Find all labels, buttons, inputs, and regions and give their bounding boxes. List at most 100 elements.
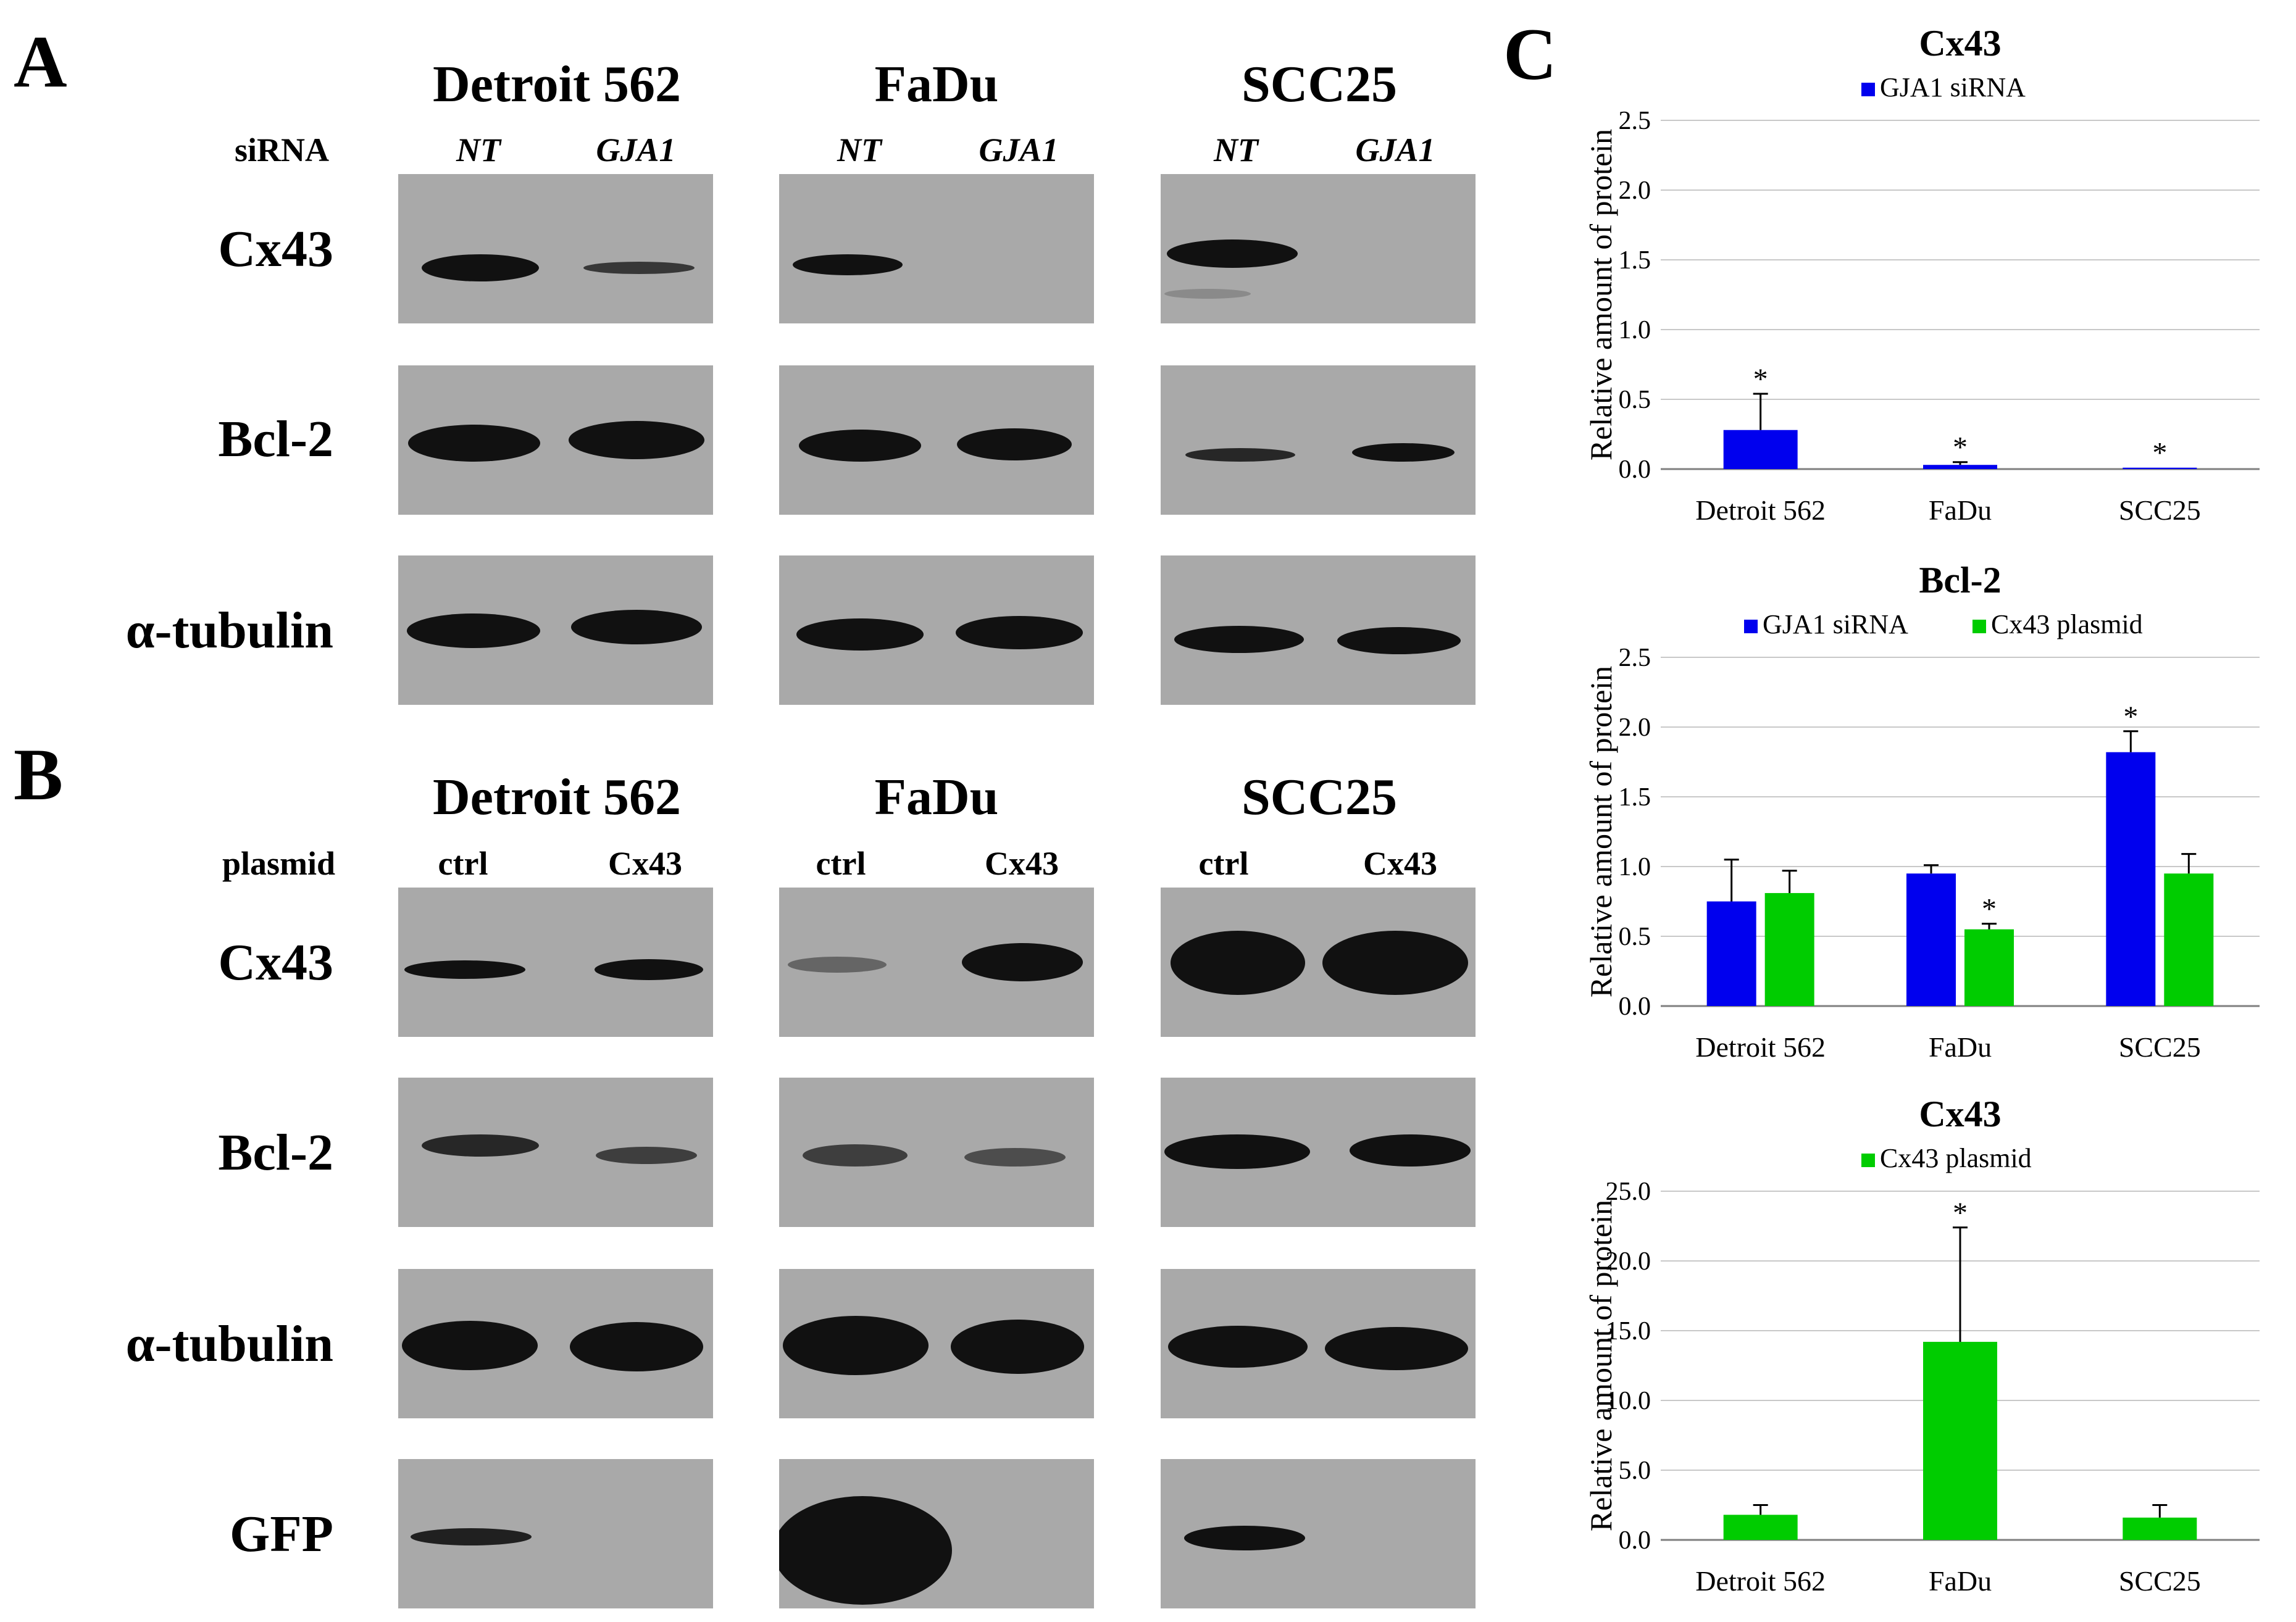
legend-label: Cx43 plasmid <box>1991 609 2143 639</box>
chart-svg: Cx43 Cx43 plasmid Relative amount of prote… <box>1584 1094 2260 1597</box>
western-blot <box>398 174 713 323</box>
x-tick-label: SCC25 <box>2119 1031 2201 1063</box>
lane-gja1: GJA1 <box>979 131 1059 168</box>
bar <box>1964 929 2014 1006</box>
protein-band <box>569 421 704 459</box>
western-blot <box>398 365 713 515</box>
western-blot <box>1161 1269 1476 1418</box>
y-tick-label: 1.5 <box>1619 783 1651 812</box>
x-tick-label: SCC25 <box>2119 494 2201 526</box>
protein-band <box>1168 1326 1308 1368</box>
y-tick-label: 2.5 <box>1619 107 1651 135</box>
row-head-plasmid: plasmid <box>222 845 336 882</box>
cell-title-scc25: SCC25 <box>1241 768 1398 826</box>
lane-ctrl: ctrl <box>1198 845 1249 882</box>
protein-band <box>404 960 525 979</box>
cell-title-fadu: FaDu <box>874 768 999 826</box>
western-blot <box>1161 365 1476 515</box>
significance-marker: * <box>2123 701 2138 733</box>
significance-marker: * <box>1753 363 1768 396</box>
western-blot <box>1161 174 1476 323</box>
lane-nt: NT <box>1214 131 1258 168</box>
legend-swatch <box>1744 620 1758 633</box>
y-tick-label: 25.0 <box>1606 1178 1651 1206</box>
bar <box>1723 430 1798 469</box>
protein-band <box>1184 1526 1305 1550</box>
row-head-sirna: siRNA <box>235 131 330 168</box>
western-blot <box>398 1078 713 1227</box>
chart-title: Cx43 <box>1919 23 2001 64</box>
protein-band <box>957 428 1072 460</box>
x-tick-label: Detroit 562 <box>1695 494 1826 526</box>
row-label-cx43: Cx43 <box>218 220 333 278</box>
western-blot <box>779 365 1094 515</box>
y-axis-label: Relative amount of protein <box>1584 666 1618 997</box>
western-blot <box>1161 555 1476 705</box>
protein-band <box>783 1316 929 1375</box>
panel-letter-a: A <box>14 20 67 102</box>
western-blot <box>1161 1078 1476 1227</box>
y-tick-label: 0.0 <box>1619 992 1651 1021</box>
lane-cx43: Cx43 <box>1363 845 1437 882</box>
bar <box>2164 873 2214 1006</box>
protein-band <box>1171 931 1305 995</box>
protein-band <box>793 254 903 275</box>
protein-band <box>570 1322 703 1371</box>
y-tick-label: 1.0 <box>1619 853 1651 881</box>
western-blot <box>779 555 1094 705</box>
protein-band <box>595 959 703 980</box>
protein-band <box>422 254 539 281</box>
y-tick-label: 0.5 <box>1619 386 1651 414</box>
western-blot <box>398 888 713 1037</box>
protein-band <box>779 1496 952 1605</box>
y-axis-label: Relative amount of protein <box>1584 1200 1618 1531</box>
western-blot <box>1161 1459 1476 1608</box>
western-blot <box>779 1269 1094 1418</box>
protein-band <box>1337 627 1461 654</box>
x-tick-label: FaDu <box>1929 1565 1992 1597</box>
protein-band <box>1164 289 1251 299</box>
western-blot <box>398 555 713 705</box>
lane-cx43: Cx43 <box>608 845 682 882</box>
protein-band <box>962 943 1083 981</box>
lane-cx43: Cx43 <box>985 845 1059 882</box>
lane-gja1: GJA1 <box>596 131 676 168</box>
protein-band <box>1185 448 1295 462</box>
chart-title: Bcl-2 <box>1919 560 2001 601</box>
y-tick-label: 0.5 <box>1619 923 1651 951</box>
legend-swatch <box>1861 83 1875 96</box>
row-label-gfp: GFP <box>230 1505 333 1563</box>
protein-band <box>964 1148 1066 1167</box>
protein-band <box>796 618 924 651</box>
legend-swatch <box>1972 620 1986 633</box>
protein-band <box>956 616 1083 649</box>
protein-band <box>1325 1327 1468 1370</box>
western-blot <box>1161 888 1476 1037</box>
y-tick-label: 0.0 <box>1619 1526 1651 1555</box>
y-tick-label: 20.0 <box>1606 1247 1651 1276</box>
y-tick-label: 0.0 <box>1619 455 1651 484</box>
protein-band <box>596 1147 697 1164</box>
x-tick-label: SCC25 <box>2119 1565 2201 1597</box>
cell-title-detroit: Detroit 562 <box>433 56 681 113</box>
bar <box>2123 467 2197 469</box>
protein-band <box>407 613 540 648</box>
protein-band <box>799 430 921 462</box>
row-label-tubulin: α-tubulin <box>125 602 333 659</box>
western-blot <box>779 888 1094 1037</box>
row-label-tubulin: α-tubulin <box>125 1315 333 1373</box>
legend-label: Cx43 plasmid <box>1880 1143 2032 1173</box>
bar <box>1923 1342 1997 1540</box>
cell-title-scc25: SCC25 <box>1241 56 1398 113</box>
panel-letter-c: C <box>1503 13 1557 95</box>
western-blot <box>779 1459 1094 1608</box>
bar <box>2106 752 2156 1006</box>
row-label-bcl2: Bcl-2 <box>218 410 333 468</box>
x-tick-label: FaDu <box>1929 494 1992 526</box>
bar <box>1923 465 1997 469</box>
bar <box>1906 873 1956 1006</box>
lane-nt: NT <box>837 131 882 168</box>
protein-band <box>951 1320 1084 1374</box>
y-tick-label: 2.0 <box>1619 713 1651 742</box>
protein-band <box>408 425 540 462</box>
